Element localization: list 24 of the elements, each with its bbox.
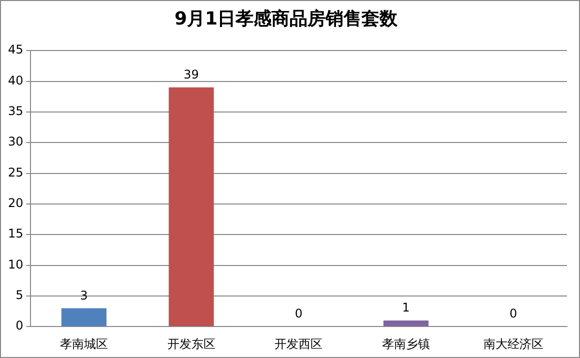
x-tick-label: 南大经济区 bbox=[483, 336, 544, 351]
x-tick-label: 孝南乡镇 bbox=[382, 336, 430, 351]
chart-title: 9月1日孝感商品房销售套数 bbox=[174, 8, 399, 30]
x-tick-label: 孝南城区 bbox=[60, 336, 108, 351]
data-label: 3 bbox=[80, 288, 88, 302]
data-label: 39 bbox=[184, 68, 199, 82]
y-tick-label: 45 bbox=[8, 42, 24, 57]
data-label: 0 bbox=[294, 306, 302, 321]
y-tick-label: 35 bbox=[8, 104, 24, 118]
y-tick-label: 15 bbox=[8, 226, 24, 241]
y-tick-label: 30 bbox=[8, 134, 24, 149]
data-label: 0 bbox=[510, 306, 518, 321]
y-tick-label: 40 bbox=[8, 73, 24, 88]
y-tick-label: 25 bbox=[8, 165, 24, 180]
bar bbox=[383, 320, 429, 326]
y-tick-label: 20 bbox=[8, 196, 24, 210]
y-tick-label: 0 bbox=[16, 318, 24, 333]
bar bbox=[168, 87, 214, 326]
data-label: 1 bbox=[402, 300, 410, 315]
bar bbox=[61, 308, 106, 326]
x-tick-label: 开发西区 bbox=[274, 336, 323, 351]
x-tick-label: 开发东区 bbox=[167, 336, 216, 351]
y-tick-label: 10 bbox=[8, 257, 24, 272]
y-tick-label: 5 bbox=[16, 288, 24, 302]
